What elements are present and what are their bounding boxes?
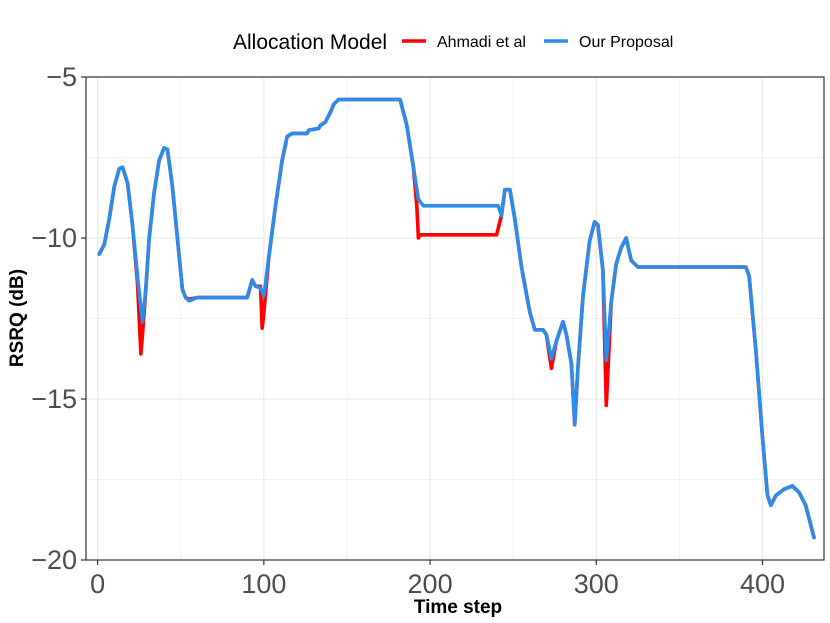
plot-panel-border	[85, 76, 825, 561]
minor-gridlines	[86, 77, 824, 560]
x-tick-label: 300	[574, 569, 619, 599]
series-lines	[97, 97, 816, 540]
y-tick-label: −20	[31, 545, 77, 575]
x-axis-ticks: 0 100 200 300 400	[90, 560, 785, 599]
series-line-our-proposal	[97, 97, 816, 540]
y-axis-ticks: −5 −10 −15 −20	[31, 62, 86, 575]
legend-label-ahmadi: Ahmadi et al	[437, 34, 526, 51]
x-tick-label: 400	[740, 569, 785, 599]
legend: Allocation Model Ahmadi et al Our Propos…	[233, 31, 673, 54]
y-tick-label: −10	[31, 223, 77, 253]
y-axis-title: RSRQ (dB)	[7, 269, 28, 367]
y-tick-label: −5	[46, 62, 77, 92]
x-axis-title: Time step	[414, 597, 502, 618]
x-tick-label: 0	[90, 569, 105, 599]
x-tick-label: 100	[241, 569, 286, 599]
y-tick-label: −15	[31, 384, 77, 414]
legend-title: Allocation Model	[233, 31, 387, 54]
x-tick-label: 200	[408, 569, 453, 599]
legend-label-our-proposal: Our Proposal	[579, 34, 673, 51]
